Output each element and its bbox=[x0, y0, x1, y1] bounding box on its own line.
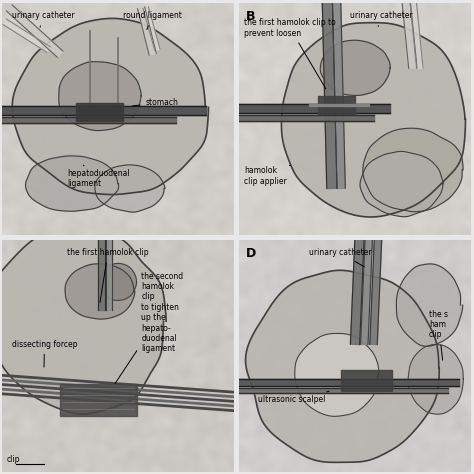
Polygon shape bbox=[363, 128, 463, 212]
Polygon shape bbox=[320, 40, 390, 95]
Polygon shape bbox=[228, 379, 459, 386]
Text: stomach: stomach bbox=[132, 98, 179, 107]
Polygon shape bbox=[100, 264, 137, 301]
Text: D: D bbox=[246, 247, 256, 260]
Polygon shape bbox=[228, 104, 390, 113]
Polygon shape bbox=[402, 0, 417, 69]
Polygon shape bbox=[0, 107, 206, 115]
Polygon shape bbox=[106, 236, 111, 310]
Text: urinary catheter: urinary catheter bbox=[309, 248, 372, 267]
Polygon shape bbox=[3, 19, 50, 52]
Polygon shape bbox=[396, 264, 463, 346]
Text: dissecting forcep: dissecting forcep bbox=[12, 340, 77, 367]
Text: the second
hamolok
clip
to tighten
up the
hepato-
duodenal
ligament: the second hamolok clip to tighten up th… bbox=[115, 272, 183, 384]
Text: the first hamolok clip to
prevent loosen: the first hamolok clip to prevent loosen bbox=[244, 18, 336, 89]
Polygon shape bbox=[318, 96, 355, 114]
Polygon shape bbox=[350, 236, 365, 345]
Polygon shape bbox=[332, 0, 346, 189]
Text: the first hamolok clip: the first hamolok clip bbox=[67, 248, 149, 302]
Polygon shape bbox=[410, 0, 423, 68]
Polygon shape bbox=[341, 370, 392, 391]
Text: ultrasonic scalpel: ultrasonic scalpel bbox=[258, 391, 329, 404]
Text: round ligament: round ligament bbox=[123, 11, 182, 30]
Text: the s
ham
clip: the s ham clip bbox=[429, 310, 448, 360]
Polygon shape bbox=[408, 345, 464, 414]
Polygon shape bbox=[143, 7, 160, 50]
Text: B: B bbox=[246, 10, 256, 23]
Polygon shape bbox=[228, 115, 374, 121]
Polygon shape bbox=[246, 270, 439, 462]
Polygon shape bbox=[95, 165, 165, 212]
Text: urinary catheter: urinary catheter bbox=[350, 11, 413, 27]
Text: hepatoduodenal
ligament: hepatoduodenal ligament bbox=[67, 165, 130, 188]
Text: clip: clip bbox=[7, 456, 20, 465]
Polygon shape bbox=[12, 18, 209, 194]
Polygon shape bbox=[7, 5, 63, 57]
Polygon shape bbox=[309, 104, 369, 106]
Polygon shape bbox=[282, 23, 465, 217]
Polygon shape bbox=[361, 236, 373, 345]
Polygon shape bbox=[60, 384, 137, 416]
Polygon shape bbox=[0, 117, 176, 123]
Polygon shape bbox=[0, 228, 166, 414]
Polygon shape bbox=[137, 7, 156, 55]
Polygon shape bbox=[228, 388, 447, 393]
Polygon shape bbox=[360, 151, 443, 217]
Text: urinary catheter: urinary catheter bbox=[12, 11, 74, 27]
Polygon shape bbox=[295, 333, 379, 416]
Polygon shape bbox=[76, 103, 123, 121]
Polygon shape bbox=[26, 156, 119, 211]
Polygon shape bbox=[370, 236, 382, 345]
Polygon shape bbox=[322, 0, 337, 189]
Text: hamolok
clip applier: hamolok clip applier bbox=[244, 165, 290, 186]
Polygon shape bbox=[59, 62, 141, 130]
Polygon shape bbox=[99, 236, 105, 310]
Polygon shape bbox=[65, 264, 135, 319]
